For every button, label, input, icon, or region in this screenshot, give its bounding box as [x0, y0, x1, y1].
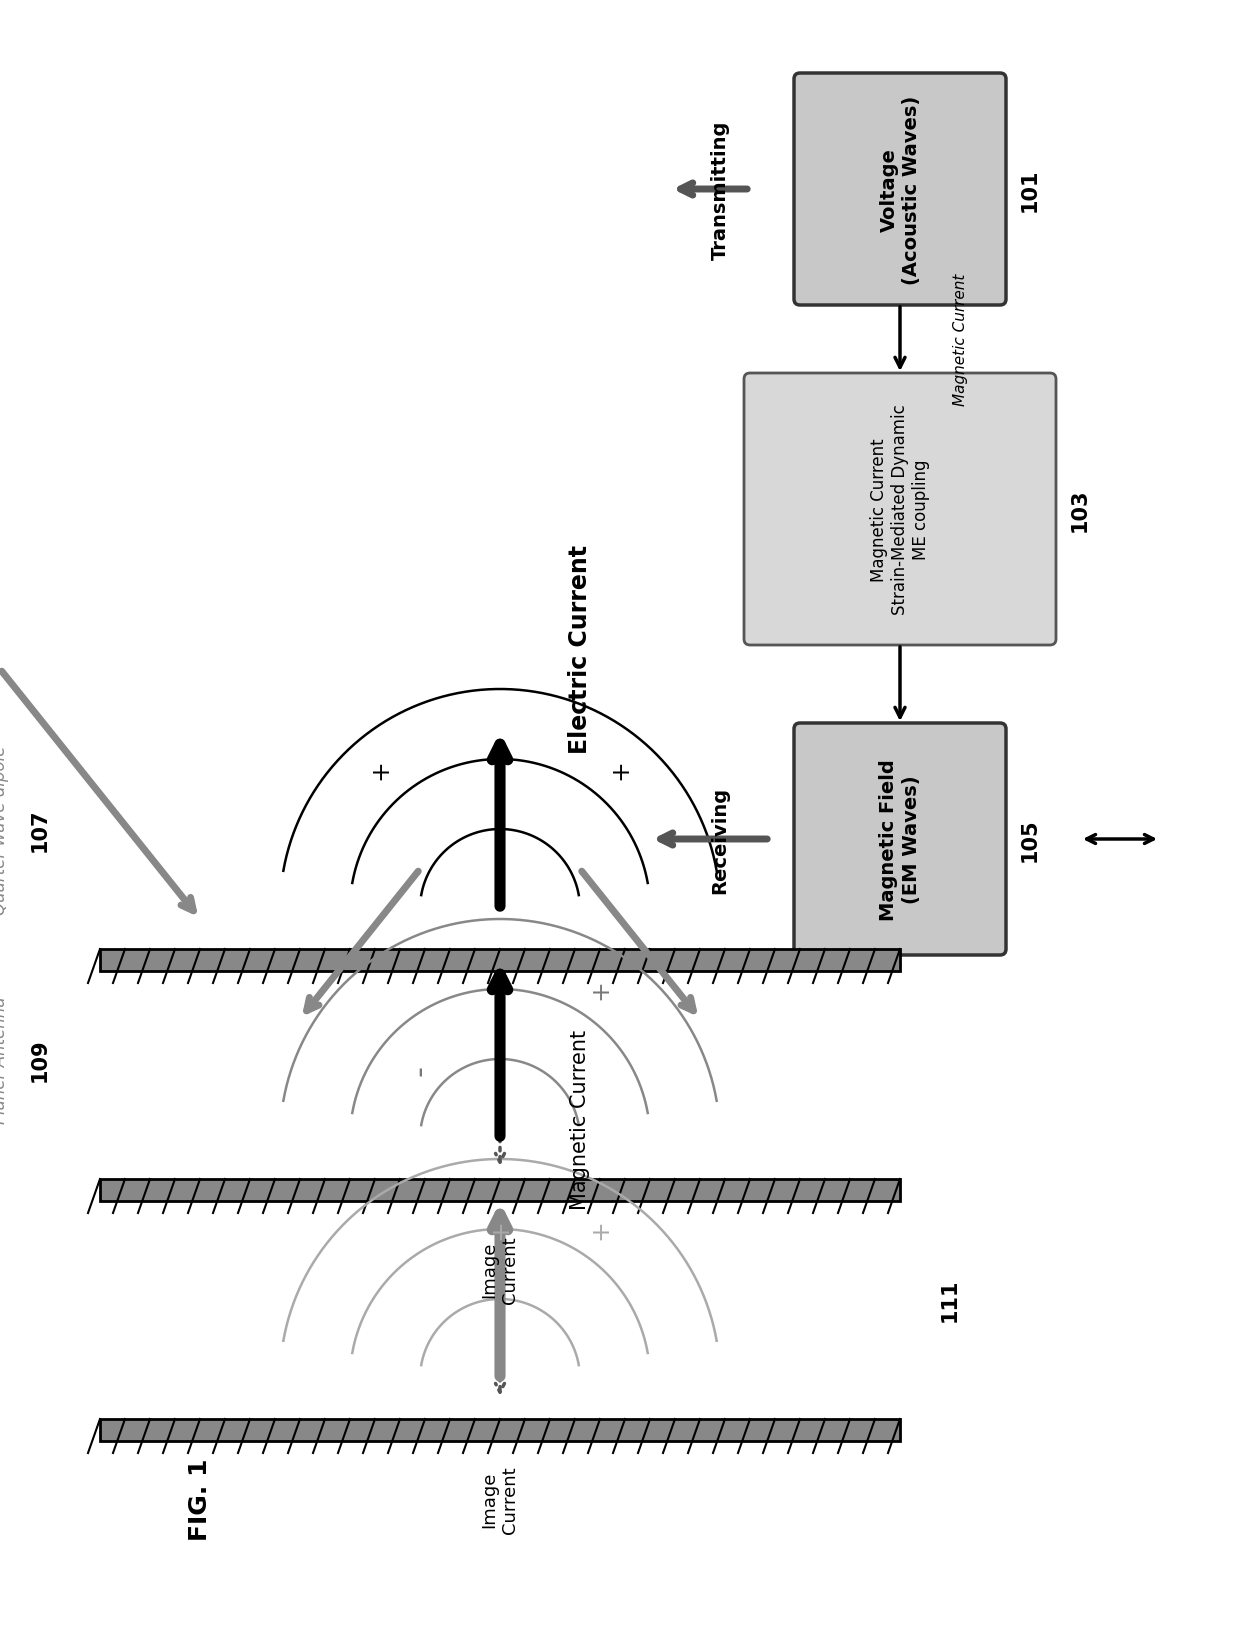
Text: 111: 111 — [940, 1278, 960, 1320]
Text: Image
Current: Image Current — [481, 1235, 520, 1302]
Text: Quarter wave dipole: Quarter wave dipole — [0, 744, 9, 914]
FancyBboxPatch shape — [794, 723, 1006, 955]
FancyBboxPatch shape — [794, 73, 1006, 305]
Text: Magnetic Current
Strain-Mediated Dynamic
ME coupling: Magnetic Current Strain-Mediated Dynamic… — [870, 405, 930, 615]
Polygon shape — [100, 950, 900, 971]
Text: Image
Current: Image Current — [481, 1466, 520, 1532]
Text: -: - — [405, 1064, 434, 1075]
Text: 107: 107 — [30, 808, 50, 852]
Text: FIG. 1: FIG. 1 — [188, 1457, 212, 1541]
FancyBboxPatch shape — [744, 374, 1056, 646]
Text: Transmitting: Transmitting — [711, 121, 729, 259]
Text: 103: 103 — [1070, 488, 1090, 532]
Text: Magnetic Current: Magnetic Current — [952, 274, 967, 406]
Text: Electric Current: Electric Current — [568, 545, 591, 754]
Text: +: + — [588, 1219, 613, 1240]
Text: 109: 109 — [30, 1038, 50, 1080]
Text: Receiving: Receiving — [711, 787, 729, 893]
Text: Planer Antenna: Planer Antenna — [0, 996, 9, 1123]
Text: 101: 101 — [1021, 168, 1040, 212]
Text: +: + — [608, 759, 632, 780]
Text: Magnetic Field
(EM Waves): Magnetic Field (EM Waves) — [879, 759, 920, 920]
Text: +: + — [588, 979, 613, 1000]
Polygon shape — [100, 1180, 900, 1201]
Text: Voltage
(Acoustic Waves): Voltage (Acoustic Waves) — [879, 95, 920, 284]
Polygon shape — [100, 1420, 900, 1441]
Text: +: + — [489, 1219, 512, 1240]
Text: 105: 105 — [1021, 818, 1040, 862]
Text: +: + — [368, 759, 392, 780]
Text: Magnetic Current: Magnetic Current — [570, 1030, 590, 1209]
